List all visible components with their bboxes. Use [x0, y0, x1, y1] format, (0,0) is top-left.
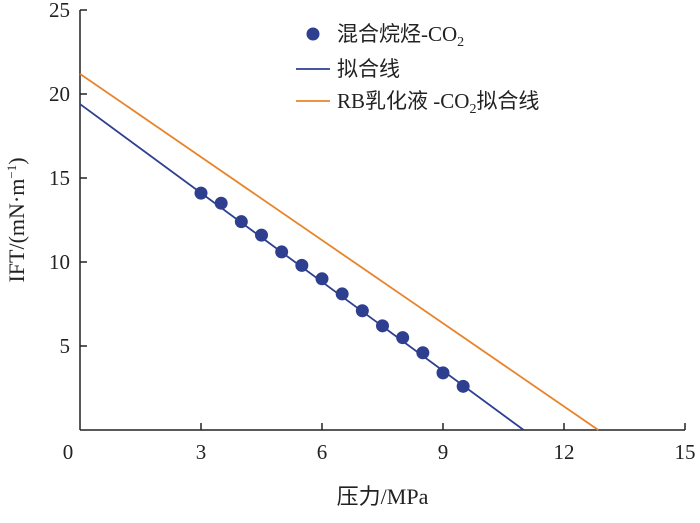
legend-label-rb-fit: RB乳化液 -CO2拟合线 — [337, 89, 539, 117]
legend: 混合烷烃-CO2 拟合线 RB乳化液 -CO2拟合线 — [296, 22, 539, 117]
data-point — [416, 346, 430, 360]
x-axis-title: 压力/MPa — [337, 484, 429, 509]
x-tick-label: 15 — [675, 440, 696, 464]
y-tick-label: 5 — [60, 334, 71, 358]
axes — [79, 10, 685, 431]
data-point — [396, 331, 410, 345]
data-point — [255, 228, 268, 242]
legend-label-fit: 拟合线 — [337, 57, 400, 81]
rb-emulsion-fit-line — [79, 73, 599, 431]
data-point — [295, 258, 309, 272]
x-tick-label: 6 — [317, 440, 328, 464]
y-tick-label: 25 — [49, 0, 70, 22]
legend-label-points: 混合烷烃-CO2 — [337, 22, 464, 50]
data-point — [376, 319, 389, 333]
ticks: 3 6 9 12 15 0 5 10 15 20 25 — [49, 0, 696, 464]
origin-label: 0 — [63, 440, 74, 464]
y-tick-label: 10 — [49, 250, 70, 274]
plot-area — [79, 73, 599, 431]
y-axis-title: IFT/(mN·m−1) — [4, 157, 29, 282]
data-point — [234, 215, 248, 229]
data-point — [275, 245, 289, 259]
y-tick-label: 15 — [49, 166, 70, 190]
data-point — [315, 272, 329, 286]
y-tick-label: 20 — [49, 82, 70, 106]
data-point — [456, 379, 470, 393]
axis-titles: 压力/MPa IFT/(mN·m−1) — [4, 157, 429, 509]
data-point — [355, 304, 369, 318]
x-tick-label: 9 — [438, 440, 449, 464]
data-point — [194, 186, 208, 200]
legend-marker-points — [306, 27, 320, 41]
x-tick-label: 12 — [554, 440, 575, 464]
data-point — [436, 366, 450, 380]
data-point — [214, 196, 228, 210]
data-point — [335, 287, 349, 301]
x-tick-label: 3 — [196, 440, 207, 464]
